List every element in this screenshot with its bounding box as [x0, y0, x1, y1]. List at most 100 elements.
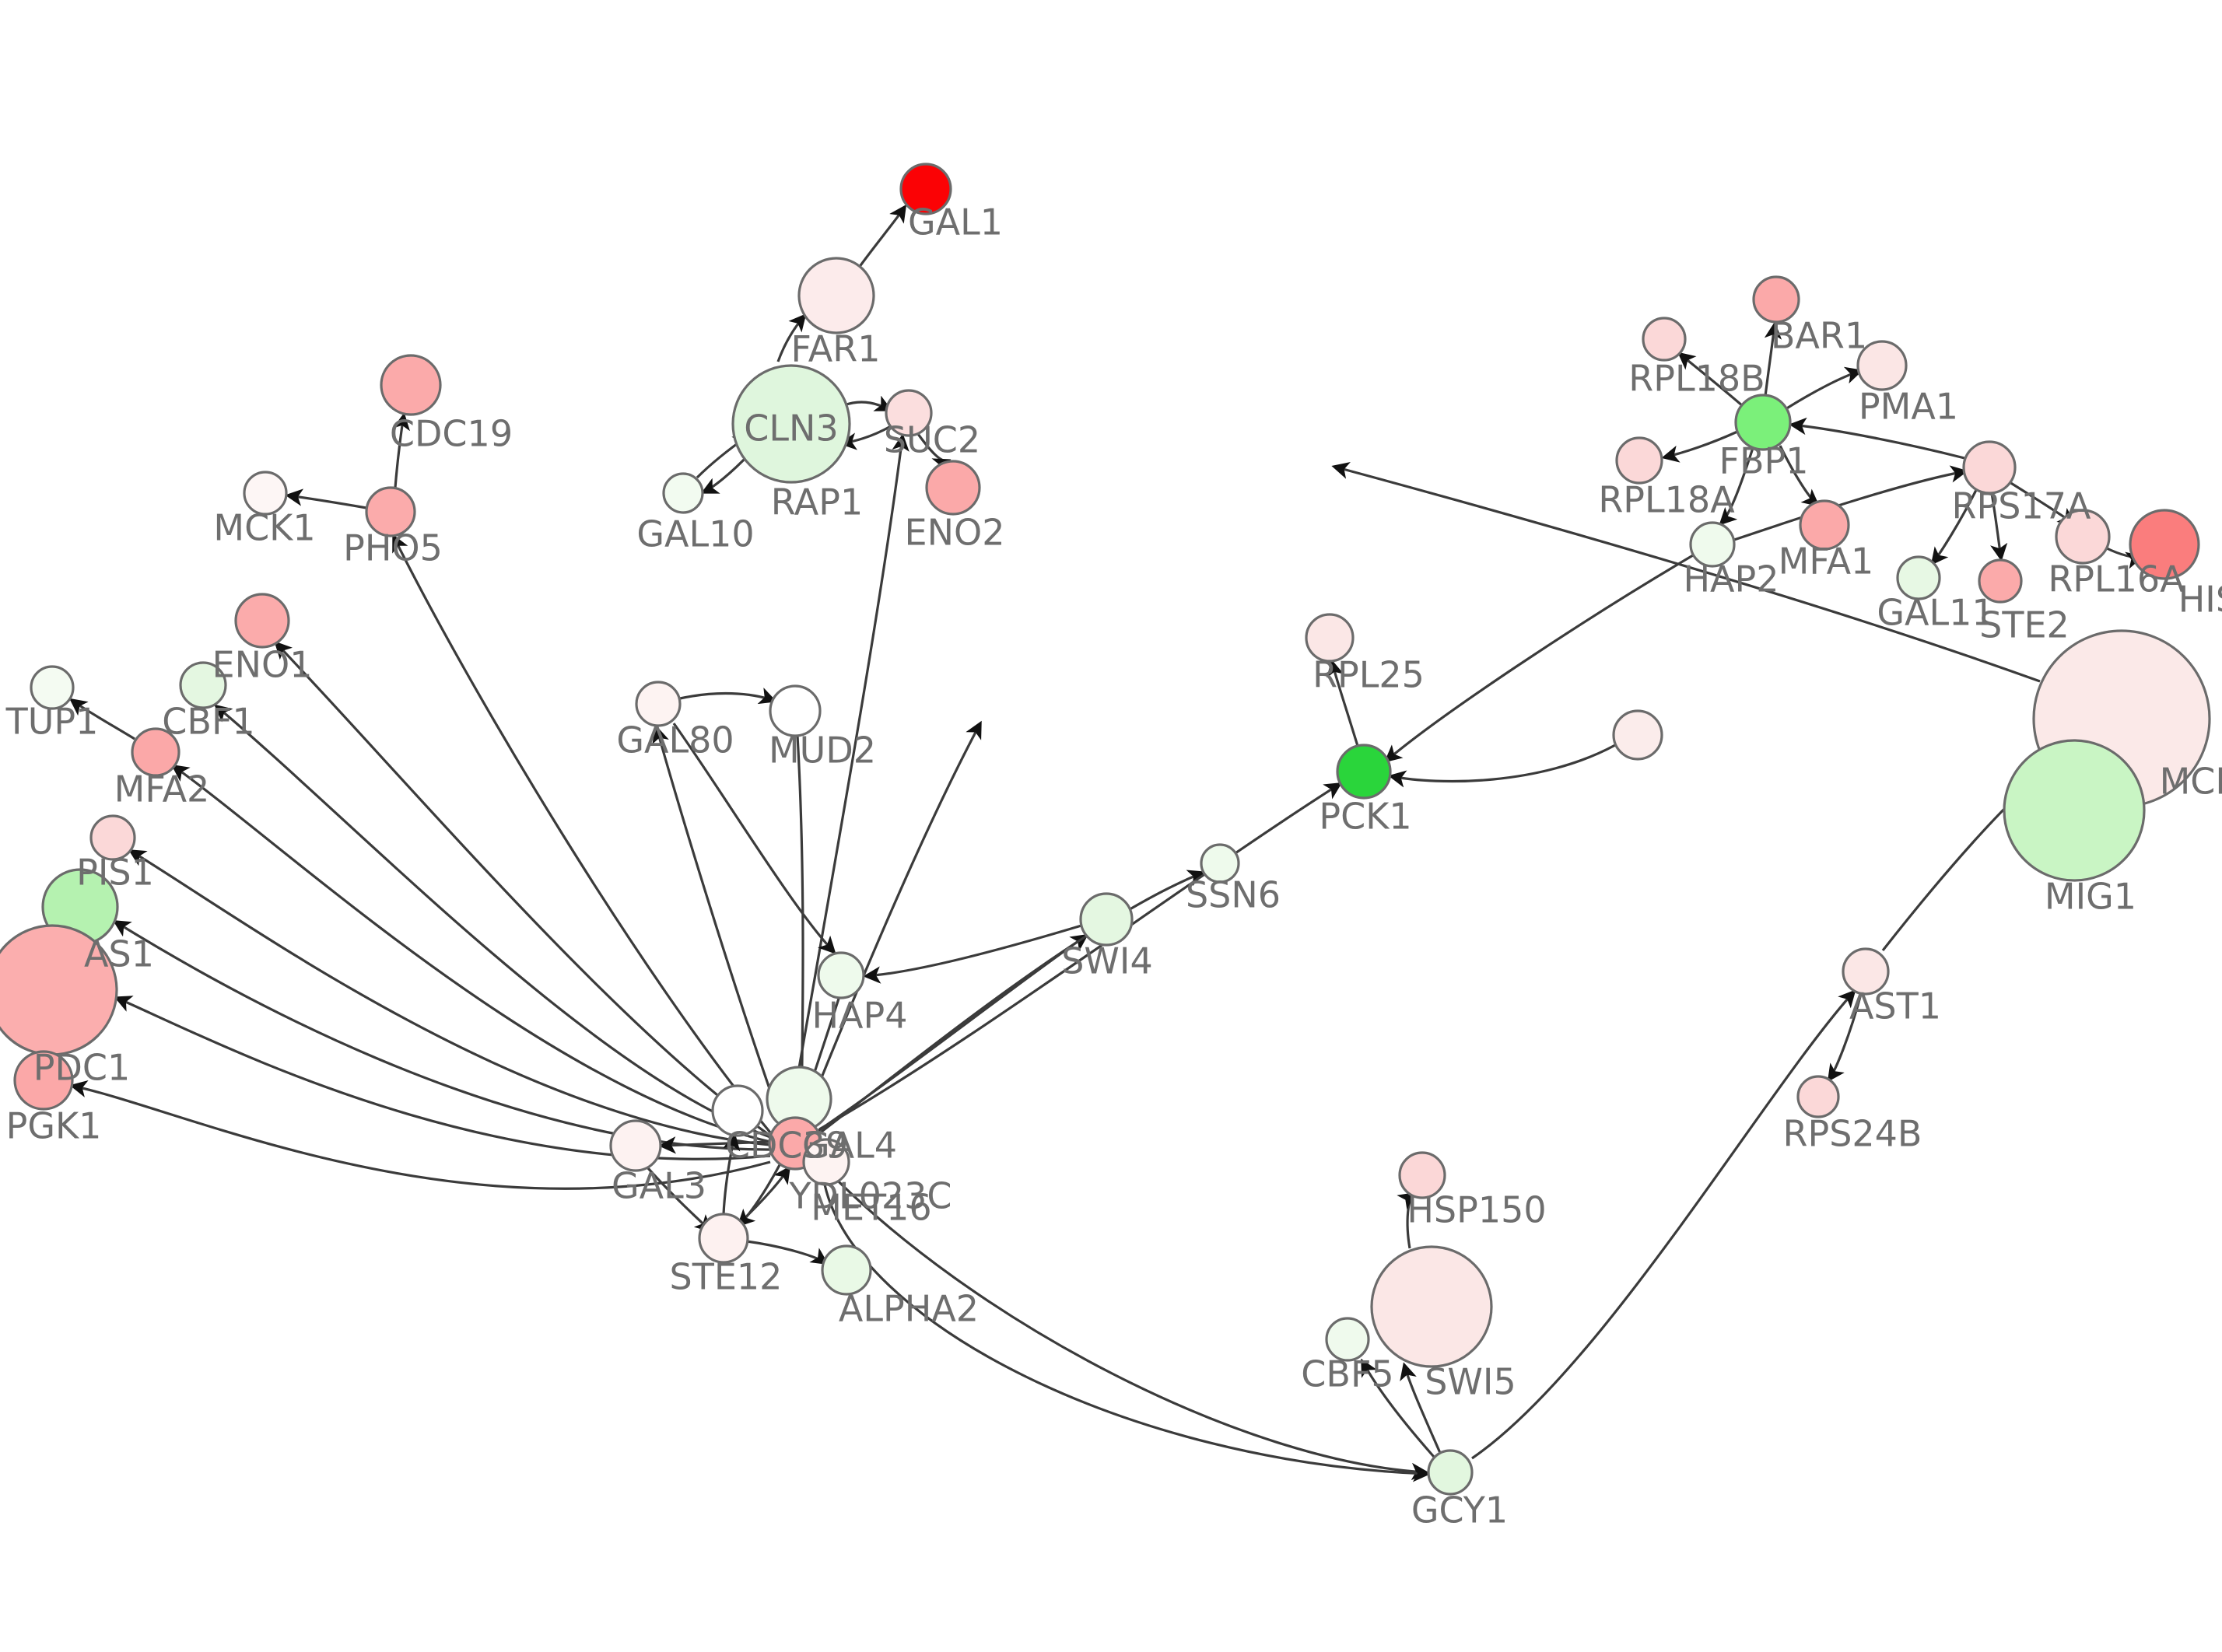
node-ast1[interactable]	[1842, 947, 1890, 996]
edge-RPS17A-to-STE2	[1990, 492, 2008, 562]
node-cln3[interactable]	[731, 364, 851, 484]
node-hsp150[interactable]	[1398, 1151, 1446, 1199]
node-label-as1: AS1	[84, 933, 154, 975]
node-gal1[interactable]	[899, 163, 952, 215]
edge-FBP1-to-RPL18B	[1677, 352, 1744, 408]
node-ste2[interactable]	[1978, 558, 2023, 604]
edge-GAL4-to-ENO1	[274, 641, 771, 1137]
node-label-pck1: PCK1	[1319, 796, 1411, 838]
node-label-hsp150: HSP150	[1407, 1189, 1546, 1231]
edge-GAL4-to-SSN6	[818, 870, 1206, 1136]
node-label-alpha2: ALPHA2	[839, 1288, 979, 1330]
edge-GAL4-to-PGK1	[69, 1080, 771, 1190]
node-cbf1[interactable]	[179, 661, 227, 709]
node-gcy1[interactable]	[1427, 1449, 1474, 1496]
node-mud2[interactable]	[769, 684, 822, 737]
node-label-swi5: SWI5	[1425, 1361, 1516, 1403]
node-label-ste12: STE12	[670, 1256, 783, 1298]
node-pgk1[interactable]	[13, 1050, 74, 1111]
node-label-gcy1: GCY1	[1411, 1489, 1508, 1531]
node-swi4[interactable]	[1079, 892, 1134, 947]
edge-GAL4-to-PCK1	[818, 782, 1343, 1131]
node-suc2[interactable]	[885, 389, 933, 437]
node-bar1[interactable]	[1752, 275, 1800, 324]
edge-GAL4-to-AS1	[112, 920, 771, 1151]
node-label-eno1: ENO1	[212, 644, 313, 686]
node-hap2[interactable]	[1689, 521, 1736, 568]
edge-PCK1-to-RPL25	[1327, 659, 1359, 747]
node-fbp1[interactable]	[1734, 394, 1792, 451]
node-cdc39[interactable]	[711, 1084, 764, 1137]
edge-GAL4-to-GCY1	[819, 1162, 1429, 1481]
node-ste12[interactable]	[698, 1213, 749, 1264]
node-label-bar1: BAR1	[1771, 315, 1867, 357]
node-rpl18a[interactable]	[1615, 436, 1663, 485]
node-tup1[interactable]	[30, 665, 75, 710]
node-label-cbf5: CBF5	[1301, 1353, 1393, 1395]
edge-RPS17A-to-GAL11	[1930, 489, 1978, 565]
node-unlabeled1[interactable]	[1612, 709, 1663, 761]
node-label-hap2: HAP2	[1683, 558, 1779, 600]
node-pho5[interactable]	[365, 486, 416, 537]
edge-FAR1-to-GAL1	[857, 204, 907, 268]
node-rpl18b[interactable]	[1642, 317, 1687, 362]
node-label-hap4: HAP4	[811, 995, 907, 1037]
node-label-cbf1: CBF1	[162, 701, 254, 743]
edge-GAL4-to-MFA2	[170, 764, 771, 1143]
node-label-pma1: PMA1	[1859, 386, 1958, 428]
node-label-rpl18b: RPL18B	[1628, 358, 1765, 400]
node-eno2[interactable]	[925, 460, 981, 516]
node-gal80[interactable]	[635, 681, 682, 727]
node-label-rps17a: RPS17A	[1952, 485, 2091, 527]
node-eno1[interactable]	[234, 593, 290, 649]
edge-GAL4-to-GAL80	[652, 725, 782, 1121]
node-mfa2[interactable]	[131, 727, 180, 777]
node-label-mck1: MCK1	[213, 507, 315, 549]
node-rpl16a[interactable]	[2055, 509, 2111, 565]
nodes-layer	[0, 163, 2211, 1496]
node-pma1[interactable]	[1856, 340, 1908, 391]
node-his4[interactable]	[2129, 509, 2200, 580]
node-rps24b[interactable]	[1796, 1075, 1840, 1118]
edge-STE12-to-ALPHA2	[746, 1240, 829, 1265]
node-label-his4: HIS4	[2178, 579, 2222, 621]
node-label-rpl16a: RPL16A	[2048, 558, 2185, 600]
node-mig1[interactable]	[2003, 739, 2146, 882]
edge-GCY1-to-AST1	[1471, 989, 1856, 1460]
node-label-gal1: GAL1	[908, 201, 1003, 243]
node-rpl25[interactable]	[1305, 613, 1355, 663]
node-pis1[interactable]	[89, 814, 136, 861]
node-label-far1: FAR1	[791, 328, 881, 370]
node-ydl023c[interactable]	[802, 1138, 850, 1186]
edge-CLN3-to-GAL10	[700, 452, 752, 494]
node-ssn6[interactable]	[1200, 843, 1240, 884]
node-far1[interactable]	[797, 257, 875, 334]
edge-GAL4-to-PIS1	[128, 849, 771, 1146]
node-hap4[interactable]	[817, 951, 865, 999]
node-mfa1[interactable]	[1799, 499, 1850, 551]
node-mck1[interactable]	[243, 471, 288, 516]
node-label-gal3: GAL3	[612, 1165, 706, 1207]
node-swi5[interactable]	[1370, 1245, 1493, 1368]
edge-AST1-to-RPS24B	[1827, 993, 1863, 1083]
node-label-fbp1: FBP1	[1719, 440, 1808, 482]
node-label-rps24b: RPS24B	[1783, 1113, 1922, 1155]
node-pck1[interactable]	[1336, 744, 1392, 800]
node-cdc19[interactable]	[380, 354, 442, 416]
node-gal3[interactable]	[609, 1119, 662, 1172]
node-gal10[interactable]	[662, 472, 704, 514]
node-label-swi4: SWI4	[1061, 940, 1153, 982]
edge-GAL4-to-STE12	[737, 1163, 782, 1227]
node-gal11[interactable]	[1896, 555, 1941, 600]
node-label-mfa1: MFA1	[1779, 541, 1874, 583]
node-rps17a[interactable]	[1962, 440, 2017, 495]
node-alpha2[interactable]	[821, 1244, 872, 1296]
node-label-rpl18a: RPL18A	[1598, 479, 1735, 521]
node-label-gal4: GAL4	[802, 1125, 897, 1167]
node-label-pho5: PHO5	[343, 527, 443, 569]
node-label-gal10: GAL10	[636, 513, 754, 555]
node-cbf5[interactable]	[1325, 1317, 1370, 1362]
edge-FBP1-to-HAP2	[1719, 447, 1754, 526]
edge-MCM1-to-RPL25	[1331, 462, 2041, 683]
